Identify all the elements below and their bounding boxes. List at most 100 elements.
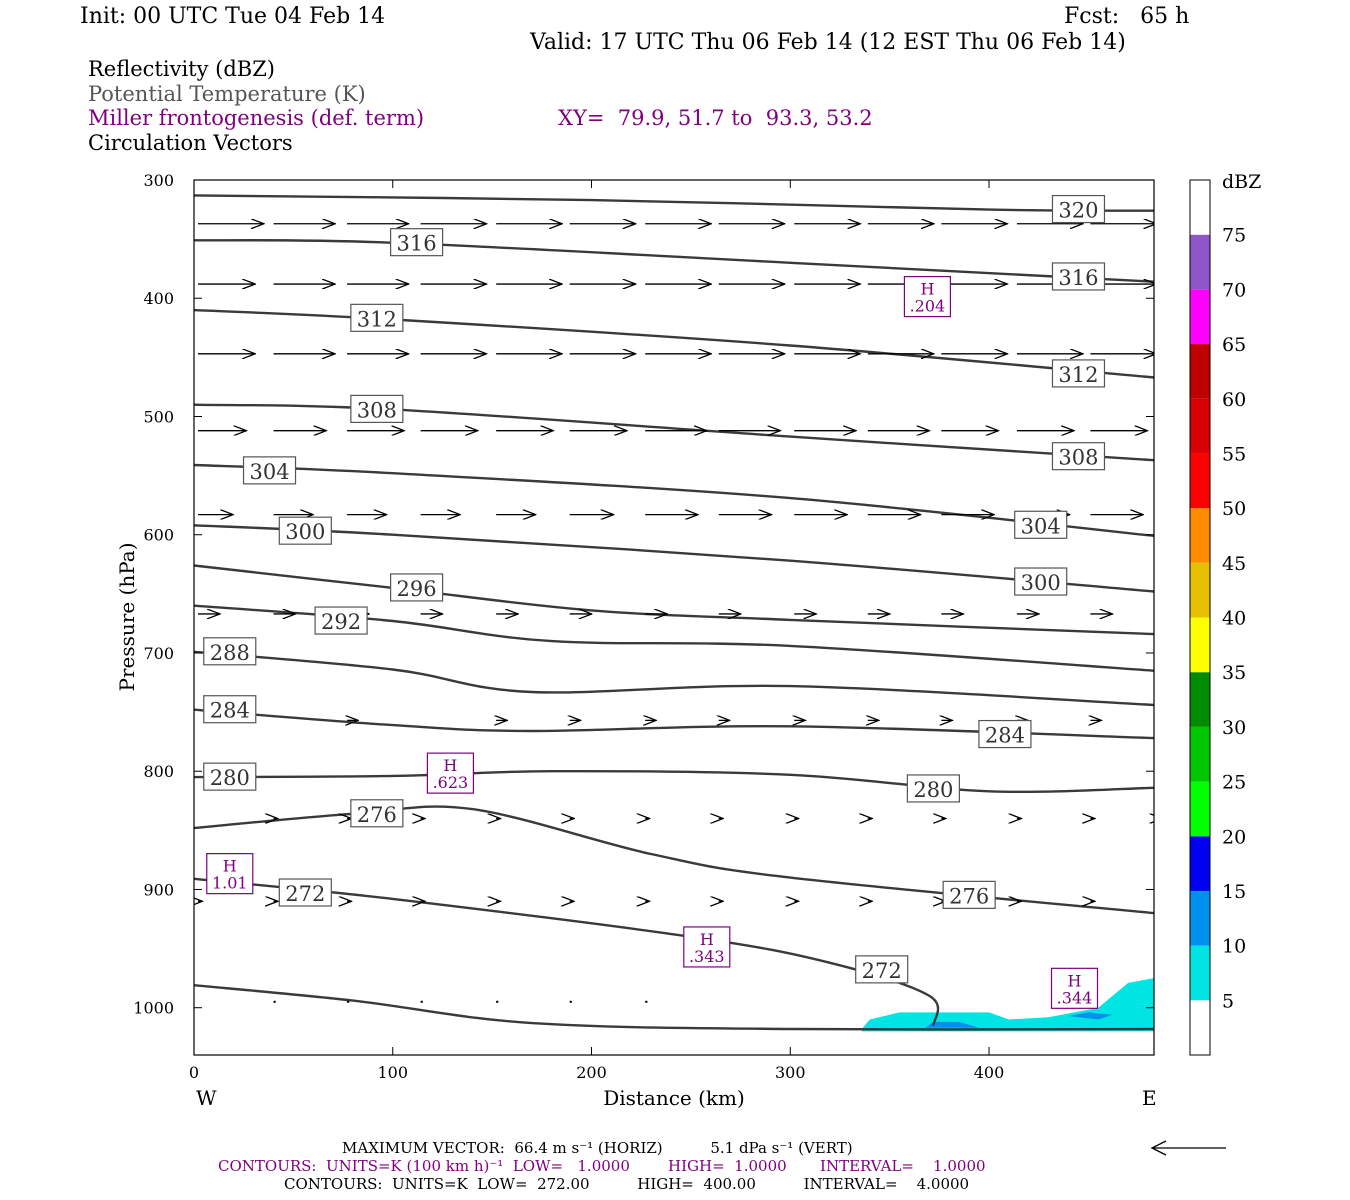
- theta-label-text: 296: [397, 577, 437, 601]
- theta-label-text: 272: [862, 959, 902, 983]
- theta-label-box: [350, 799, 404, 828]
- colorbar-tick-label: 35: [1222, 662, 1246, 684]
- colorbar-bin: [1190, 945, 1210, 1001]
- theta-contour-label: 300: [1014, 567, 1068, 596]
- frontogenesis-high: H1.01: [206, 853, 254, 895]
- theta-contour: [194, 308, 1154, 379]
- frontogenesis-high-value: .344: [1057, 988, 1093, 1007]
- colorbar-bin: [1190, 453, 1210, 509]
- frontogenesis-high-label: H: [443, 756, 457, 775]
- frontogenesis-high-value: 1.01: [212, 874, 248, 893]
- field-theta: Potential Temperature (K): [88, 82, 366, 106]
- reflectivity-area: [1068, 1012, 1113, 1020]
- theta-contour-label: 284: [978, 719, 1032, 749]
- max-vector-note: MAXIMUM VECTOR: 66.4 m s⁻¹ (HORIZ) 5.1 d…: [342, 1139, 853, 1157]
- theta-label-text: 280: [210, 766, 250, 790]
- colorbar-tick-label: 75: [1222, 225, 1246, 247]
- theta-label-text: 276: [357, 803, 397, 827]
- x-tick-label: 200: [576, 1063, 607, 1082]
- colorbar-tick-label: 40: [1222, 608, 1246, 630]
- colorbar-bin: [1190, 1000, 1210, 1055]
- theta-label-text: 308: [357, 398, 397, 422]
- theta-contour: [194, 650, 1154, 707]
- theta-contour-label: 312: [1051, 359, 1106, 388]
- theta-contour: [194, 984, 1154, 1031]
- theta-label-text: 276: [949, 884, 989, 908]
- theta-contour-label: 316: [1051, 262, 1106, 291]
- theta-label-box: [1051, 194, 1106, 224]
- field-reflectivity: Reflectivity (dBZ): [88, 57, 276, 81]
- y-tick-label: 400: [143, 289, 174, 308]
- theta-contour: [194, 403, 1154, 462]
- colorbar-bin: [1190, 890, 1210, 946]
- y-tick-label: 500: [143, 407, 174, 426]
- colorbar-tick-label: 5: [1222, 990, 1234, 1012]
- x-axis-label: Distance (km): [603, 1086, 745, 1110]
- colorbar-bin: [1190, 672, 1210, 727]
- theta-label-text: 312: [357, 307, 397, 331]
- frontogenesis-high-value: .623: [433, 773, 469, 792]
- contours-theta-note: CONTOURS: UNITS=K LOW= 272.00 HIGH= 400.…: [284, 1175, 970, 1193]
- x-tick-label: 100: [377, 1063, 408, 1082]
- colorbar-title: dBZ: [1222, 171, 1261, 193]
- colorbar-bin: [1190, 781, 1210, 837]
- reflectivity-area: [925, 1021, 980, 1028]
- theta-label-text: 320: [1058, 199, 1098, 223]
- frontogenesis-high-box: [1050, 967, 1099, 1009]
- theta-label-box: [242, 456, 297, 485]
- frontogenesis-high: H.204: [903, 276, 952, 318]
- y-axis-label: Pressure (hPa): [115, 543, 139, 692]
- theta-contour-label: 296: [390, 573, 444, 602]
- theta-label-box: [278, 878, 332, 907]
- colorbar-tick-label: 50: [1222, 498, 1246, 520]
- colorbar-bin: [1190, 836, 1210, 891]
- theta-contour-label: 276: [942, 880, 996, 909]
- theta-label-text: 304: [1021, 514, 1061, 538]
- frontogenesis-high-value: .343: [689, 947, 725, 966]
- theta-contour-label: 280: [906, 774, 960, 803]
- frontogenesis-high: H.344: [1050, 967, 1099, 1009]
- colorbar-tick-label: 25: [1222, 772, 1246, 794]
- frontogenesis-high-label: H: [920, 280, 934, 299]
- frontogenesis-high-label: H: [1068, 971, 1082, 990]
- colorbar-tick-label: 30: [1222, 717, 1246, 739]
- x-west-label: W: [196, 1086, 217, 1110]
- colorbar-tick-label: 65: [1222, 334, 1246, 356]
- y-tick-label: 700: [143, 644, 174, 663]
- theta-label-box: [390, 228, 444, 257]
- theta-contour-label: 292: [314, 606, 368, 635]
- theta-label-box: [906, 774, 960, 803]
- colorbar-bin: [1190, 344, 1210, 399]
- theta-label-text: 304: [249, 460, 289, 484]
- colorbar-bin: [1190, 726, 1210, 782]
- frontogenesis-high: H.623: [426, 752, 474, 794]
- theta-contour: [194, 239, 1154, 283]
- theta-contour-label: 308: [350, 394, 404, 423]
- theta-label-box: [350, 394, 404, 423]
- cross-section-xy: XY= 79.9, 51.7 to 93.3, 53.2: [558, 106, 873, 130]
- y-tick-label: 1000: [133, 999, 174, 1018]
- colorbar-bin: [1190, 617, 1210, 673]
- theta-label-text: 300: [1021, 571, 1061, 595]
- colorbar-bin: [1190, 398, 1210, 454]
- theta-label-box: [1051, 262, 1106, 291]
- theta-label-text: 292: [321, 610, 361, 634]
- theta-label-text: 316: [397, 232, 437, 256]
- theta-contour-label: 272: [855, 955, 909, 984]
- theta-label-text: 272: [285, 882, 325, 906]
- theta-contour: [194, 564, 1154, 636]
- y-tick-label: 800: [143, 762, 174, 781]
- theta-contour-label: 288: [203, 637, 257, 666]
- theta-contour: [194, 805, 1154, 915]
- theta-contour-label: 312: [350, 303, 404, 332]
- x-east-label: E: [1142, 1086, 1157, 1110]
- colorbar-bin: [1190, 180, 1210, 235]
- theta-contour-label: 316: [390, 228, 444, 257]
- frontogenesis-high-box: [206, 853, 254, 895]
- forecast-hour: Fcst: 65 h: [1064, 4, 1190, 29]
- x-tick-label: 300: [775, 1063, 806, 1082]
- frontogenesis-high-value: .204: [910, 297, 946, 316]
- theta-label-box: [855, 955, 909, 984]
- theta-label-box: [203, 762, 257, 791]
- theta-label-box: [1014, 510, 1068, 539]
